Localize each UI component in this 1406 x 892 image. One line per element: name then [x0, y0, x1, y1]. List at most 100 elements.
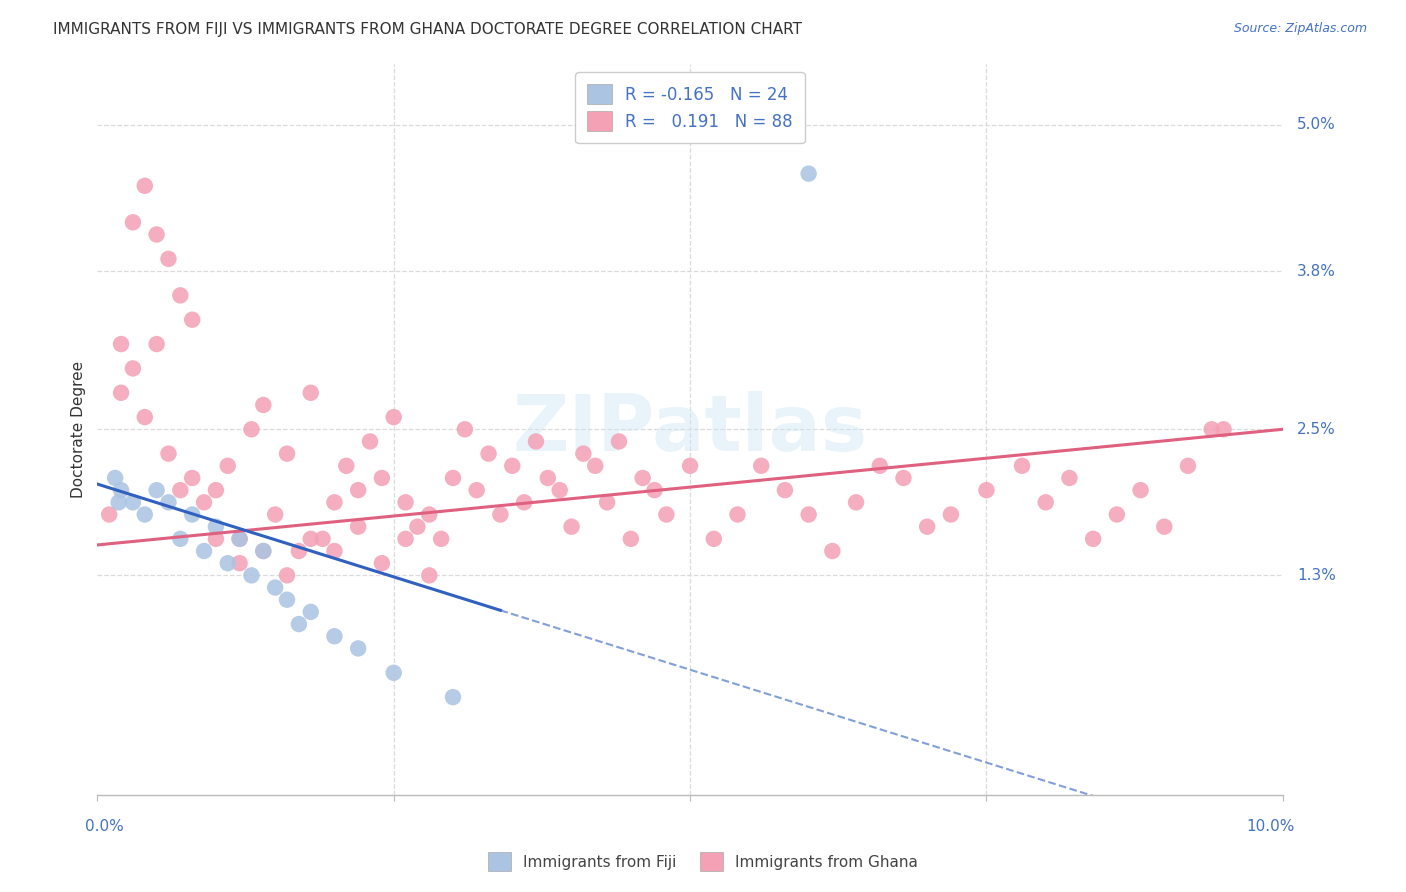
- Point: [749, 458, 772, 473]
- Point: [465, 483, 488, 497]
- Point: [644, 483, 666, 497]
- Point: [228, 556, 250, 570]
- Point: [205, 519, 228, 533]
- Point: [276, 568, 298, 582]
- Point: [205, 483, 228, 497]
- Point: [122, 215, 145, 229]
- Point: [252, 544, 274, 558]
- Point: [240, 568, 263, 582]
- Point: [252, 398, 274, 412]
- Text: 0.0%: 0.0%: [86, 819, 124, 834]
- Point: [181, 471, 204, 485]
- Point: [477, 447, 499, 461]
- Point: [193, 495, 215, 509]
- Point: [406, 519, 429, 533]
- Point: [110, 385, 132, 400]
- Legend: R = -0.165   N = 24, R =   0.191   N = 88: R = -0.165 N = 24, R = 0.191 N = 88: [575, 72, 804, 143]
- Point: [1177, 458, 1199, 473]
- Point: [157, 495, 180, 509]
- Point: [394, 532, 416, 546]
- Point: [513, 495, 536, 509]
- Point: [703, 532, 725, 546]
- Point: [240, 422, 263, 436]
- Point: [845, 495, 868, 509]
- Point: [501, 458, 523, 473]
- Point: [134, 508, 156, 522]
- Point: [122, 495, 145, 509]
- Point: [217, 556, 239, 570]
- Point: [323, 495, 346, 509]
- Point: [1059, 471, 1081, 485]
- Text: 2.5%: 2.5%: [1296, 422, 1336, 437]
- Point: [323, 544, 346, 558]
- Point: [596, 495, 619, 509]
- Point: [441, 690, 464, 705]
- Text: Source: ZipAtlas.com: Source: ZipAtlas.com: [1233, 22, 1367, 36]
- Point: [145, 227, 167, 242]
- Point: [169, 288, 191, 302]
- Point: [134, 178, 156, 193]
- Point: [335, 458, 357, 473]
- Point: [157, 447, 180, 461]
- Point: [145, 483, 167, 497]
- Point: [1035, 495, 1057, 509]
- Point: [441, 471, 464, 485]
- Point: [572, 447, 595, 461]
- Point: [323, 629, 346, 643]
- Point: [371, 556, 394, 570]
- Point: [430, 532, 453, 546]
- Point: [276, 447, 298, 461]
- Point: [1153, 519, 1175, 533]
- Point: [276, 592, 298, 607]
- Point: [560, 519, 582, 533]
- Point: [727, 508, 749, 522]
- Point: [1212, 422, 1234, 436]
- Point: [359, 434, 381, 449]
- Point: [181, 508, 204, 522]
- Point: [1081, 532, 1104, 546]
- Text: 3.8%: 3.8%: [1296, 263, 1336, 278]
- Point: [679, 458, 702, 473]
- Point: [104, 471, 127, 485]
- Point: [311, 532, 333, 546]
- Point: [110, 337, 132, 351]
- Point: [288, 617, 311, 632]
- Point: [1011, 458, 1033, 473]
- Point: [193, 544, 215, 558]
- Y-axis label: Doctorate Degree: Doctorate Degree: [72, 360, 86, 498]
- Point: [620, 532, 643, 546]
- Point: [915, 519, 938, 533]
- Text: ZIPatlas: ZIPatlas: [513, 392, 868, 467]
- Point: [299, 385, 322, 400]
- Point: [228, 532, 250, 546]
- Point: [122, 361, 145, 376]
- Point: [299, 605, 322, 619]
- Point: [893, 471, 915, 485]
- Text: IMMIGRANTS FROM FIJI VS IMMIGRANTS FROM GHANA DOCTORATE DEGREE CORRELATION CHART: IMMIGRANTS FROM FIJI VS IMMIGRANTS FROM …: [53, 22, 803, 37]
- Point: [157, 252, 180, 266]
- Point: [252, 544, 274, 558]
- Point: [869, 458, 891, 473]
- Point: [821, 544, 844, 558]
- Point: [489, 508, 512, 522]
- Point: [347, 641, 370, 656]
- Point: [976, 483, 998, 497]
- Point: [797, 167, 820, 181]
- Point: [583, 458, 606, 473]
- Point: [110, 483, 132, 497]
- Point: [217, 458, 239, 473]
- Text: 1.3%: 1.3%: [1296, 568, 1336, 582]
- Point: [537, 471, 560, 485]
- Point: [347, 483, 370, 497]
- Text: 10.0%: 10.0%: [1246, 819, 1295, 834]
- Point: [524, 434, 547, 449]
- Point: [548, 483, 571, 497]
- Point: [98, 508, 121, 522]
- Point: [169, 483, 191, 497]
- Point: [939, 508, 962, 522]
- Point: [454, 422, 477, 436]
- Point: [134, 410, 156, 425]
- Point: [382, 665, 405, 680]
- Point: [631, 471, 654, 485]
- Text: 5.0%: 5.0%: [1296, 118, 1336, 132]
